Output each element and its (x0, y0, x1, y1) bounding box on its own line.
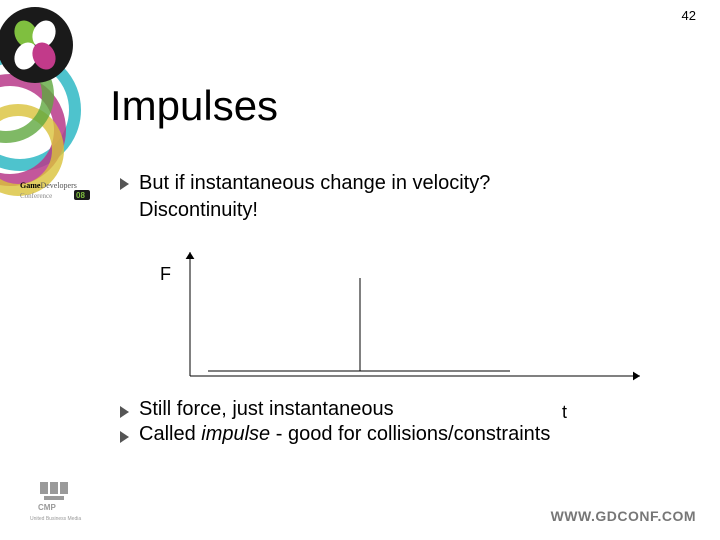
bullet-3: Called impulse - good for collisions/con… (120, 423, 680, 446)
impulse-chart: F t (160, 246, 650, 386)
gdc-badge-icon: GameDevelopers Conference 08 (20, 178, 100, 202)
cmp-logo-icon: CMP United Business Media (30, 478, 90, 526)
bullet-3-em: impulse (201, 423, 270, 445)
gdc-game: Game (20, 181, 41, 190)
slide-title: Impulses (110, 82, 278, 130)
corner-logo (0, 0, 70, 200)
gdc-conf: Conference (20, 192, 52, 200)
bullet-1: But if instantaneous change in velocity?… (120, 170, 680, 224)
gdc-dev: Developers (40, 181, 76, 190)
bullet-arrow-icon (120, 431, 129, 443)
bullet-3-text: Called impulse - good for collisions/con… (139, 423, 550, 446)
bullet-1-line1: But if instantaneous change in velocity? (139, 172, 490, 194)
gdc-badge: GameDevelopers Conference 08 (20, 178, 100, 207)
footer-url: WWW.GDCONF.COM (551, 508, 696, 524)
bullet-2-text: Still force, just instantaneous (139, 398, 394, 421)
bullet-arrow-icon (120, 406, 129, 418)
bullet-block-top: But if instantaneous change in velocity?… (120, 170, 680, 226)
bullet-1-text: But if instantaneous change in velocity?… (139, 170, 490, 224)
bullet-block-bottom: Still force, just instantaneous Called i… (120, 398, 680, 448)
bullet-arrow-icon (120, 178, 129, 190)
slide: { "page_number": "42", "title": "Impulse… (0, 0, 720, 540)
cmp-logo: CMP United Business Media (30, 478, 90, 526)
bullet-1-line2: Discontinuity! (139, 199, 258, 221)
bullet-3-pre: Called (139, 423, 201, 445)
axis-label-F: F (160, 264, 171, 285)
page-number: 42 (682, 8, 696, 23)
gdc-year: 08 (76, 191, 85, 200)
bullet-2: Still force, just instantaneous (120, 398, 680, 421)
bullet-3-post: - good for collisions/constraints (270, 423, 550, 445)
svg-text:CMP: CMP (38, 503, 56, 512)
svg-text:GameDevelopers: GameDevelopers (20, 181, 77, 190)
impulse-chart-svg (160, 246, 650, 416)
svg-text:United Business Media: United Business Media (30, 516, 81, 522)
